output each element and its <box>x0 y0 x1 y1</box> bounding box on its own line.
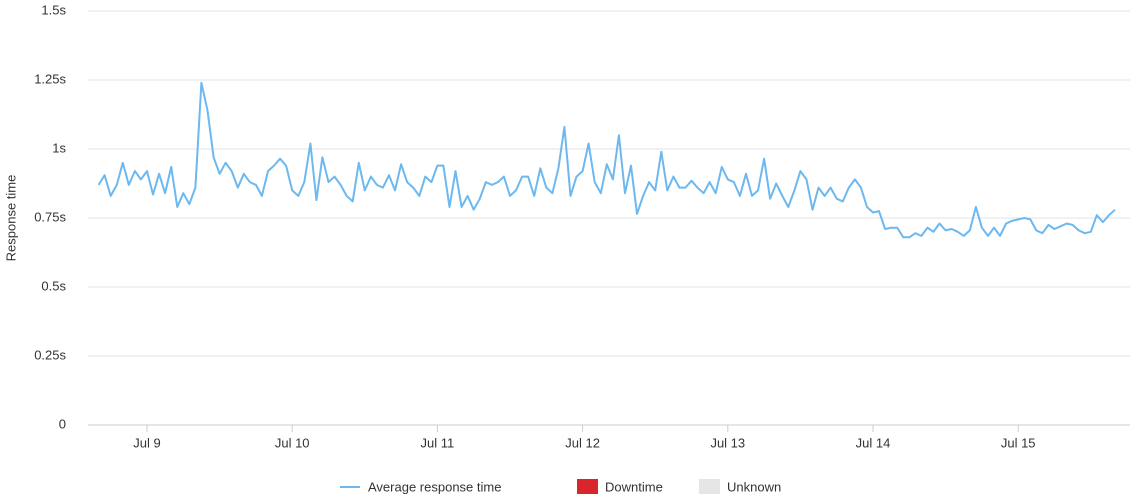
x-tick-label: Jul 14 <box>856 435 891 450</box>
x-tick-label: Jul 9 <box>133 435 160 450</box>
y-axis-label: Response time <box>3 175 18 262</box>
legend-label: Average response time <box>368 479 501 494</box>
legend-swatch <box>699 479 720 494</box>
x-tick-label: Jul 10 <box>275 435 310 450</box>
y-tick-label: 0 <box>59 416 66 431</box>
series-line <box>97 81 1116 239</box>
legend-swatch <box>577 479 598 494</box>
y-tick-label: 1s <box>52 140 66 155</box>
y-tick-label: 1.5s <box>41 2 66 17</box>
legend-label: Downtime <box>605 479 663 494</box>
y-tick-label: 0.5s <box>41 278 66 293</box>
x-tick-label: Jul 13 <box>710 435 745 450</box>
y-tick-label: 0.75s <box>34 209 66 224</box>
x-tick-label: Jul 15 <box>1001 435 1036 450</box>
y-tick-label: 1.25s <box>34 71 66 86</box>
x-tick-label: Jul 12 <box>565 435 600 450</box>
legend-label: Unknown <box>727 479 781 494</box>
y-tick-label: 0.25s <box>34 347 66 362</box>
x-tick-label: Jul 11 <box>421 435 455 450</box>
